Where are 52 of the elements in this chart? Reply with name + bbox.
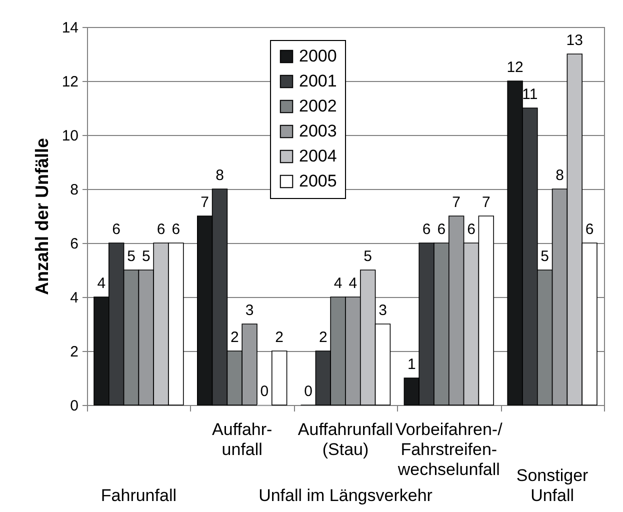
data-label: 1 — [407, 356, 416, 373]
data-label: 6 — [422, 221, 431, 238]
bar — [272, 350, 288, 406]
y-tick-label: 14 — [62, 20, 78, 36]
y-tick-label: 2 — [70, 344, 78, 360]
y-tick-label: 0 — [70, 398, 78, 414]
x-tick-label: Fahrunfall — [100, 486, 177, 505]
data-label: 4 — [97, 275, 106, 292]
data-label: 8 — [216, 167, 224, 184]
data-label: 6 — [112, 221, 121, 238]
y-tick-label: 10 — [62, 128, 78, 144]
legend-label: 2002 — [299, 96, 337, 116]
x-tick-label: Auffahr- unfall — [212, 420, 272, 459]
y-tick-label: 8 — [70, 182, 78, 198]
data-label: 3 — [378, 302, 387, 319]
data-label: 5 — [142, 248, 150, 265]
data-label: 0 — [304, 383, 312, 400]
data-label: 0 — [260, 383, 269, 400]
y-axis-title: Anzahl der Unfälle — [32, 138, 52, 296]
legend-label: 2000 — [299, 46, 337, 66]
text: Unfall im Längsverkehr — [258, 486, 433, 505]
data-label: 8 — [556, 167, 564, 184]
x-tick-label: Auffahrunfall (Stau) — [298, 420, 394, 459]
data-label: 6 — [585, 221, 594, 238]
data-label: 13 — [566, 32, 583, 49]
data-label: 6 — [437, 221, 446, 238]
data-label: 2 — [318, 329, 328, 346]
x-tick-label: Vorbeifahren-/ Fahrstreifen- wechselunfall — [396, 420, 503, 479]
data-label: 4 — [334, 275, 342, 292]
data-label: 2 — [275, 329, 284, 346]
data-label: 12 — [506, 59, 524, 76]
legend-label: 2003 — [299, 122, 337, 140]
data-label: 7 — [200, 194, 210, 211]
data-label: 7 — [452, 194, 461, 211]
legend-label: 2001 — [299, 72, 337, 90]
y-tick-label: 12 — [62, 74, 78, 90]
legend-label: 2004 — [299, 146, 337, 166]
data-label: 5 — [127, 248, 136, 265]
data-label: 6 — [156, 221, 166, 238]
data-label: 11 — [522, 86, 538, 103]
data-label: 7 — [482, 194, 490, 211]
y-tick-label: 4 — [70, 290, 78, 306]
data-label: 4 — [348, 275, 358, 292]
data-label: 3 — [245, 302, 254, 319]
legend-label: 2005 — [299, 172, 337, 190]
data-label: 5 — [540, 248, 550, 265]
data-label: 6 — [467, 221, 476, 238]
x-tick-label: Sonstiger Unfall — [516, 466, 589, 505]
data-label: 2 — [230, 329, 239, 346]
data-label: 6 — [172, 221, 180, 238]
data-label: 5 — [364, 248, 372, 265]
y-tick-label: 6 — [70, 236, 78, 252]
